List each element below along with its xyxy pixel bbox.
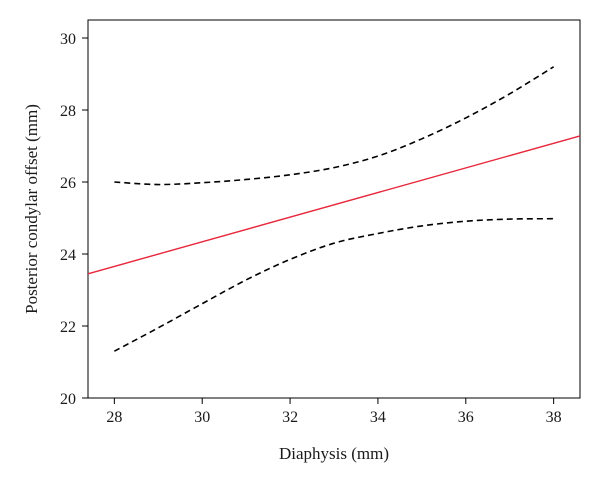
- x-axis-title: Diaphysis (mm): [279, 444, 389, 463]
- y-tick-label-22: 22: [60, 319, 76, 336]
- x-tick-label-32: 32: [282, 409, 298, 426]
- y-tick-label-24: 24: [60, 247, 76, 264]
- y-tick-label-20: 20: [60, 391, 76, 408]
- y-tick-label-30: 30: [60, 31, 76, 48]
- fit-line: [87, 135, 581, 275]
- plot-frame: [87, 19, 581, 399]
- upper-confidence-line: [114, 66, 555, 186]
- lower-confidence-line: [113, 217, 554, 352]
- x-axis: 28 30 32 34 36 38: [106, 398, 562, 426]
- y-tick-label-26: 26: [60, 175, 76, 192]
- x-tick-label-36: 36: [458, 409, 474, 426]
- series-lines: [87, 66, 581, 352]
- x-tick-label-28: 28: [106, 409, 122, 426]
- x-tick-label-38: 38: [546, 409, 562, 426]
- y-axis: 20 22 24 26 28 30: [60, 31, 88, 408]
- y-tick-label-28: 28: [60, 103, 76, 120]
- x-tick-label-30: 30: [194, 409, 210, 426]
- y-axis-title: Posterior condylar offset (mm): [22, 104, 41, 314]
- x-tick-label-34: 34: [370, 409, 386, 426]
